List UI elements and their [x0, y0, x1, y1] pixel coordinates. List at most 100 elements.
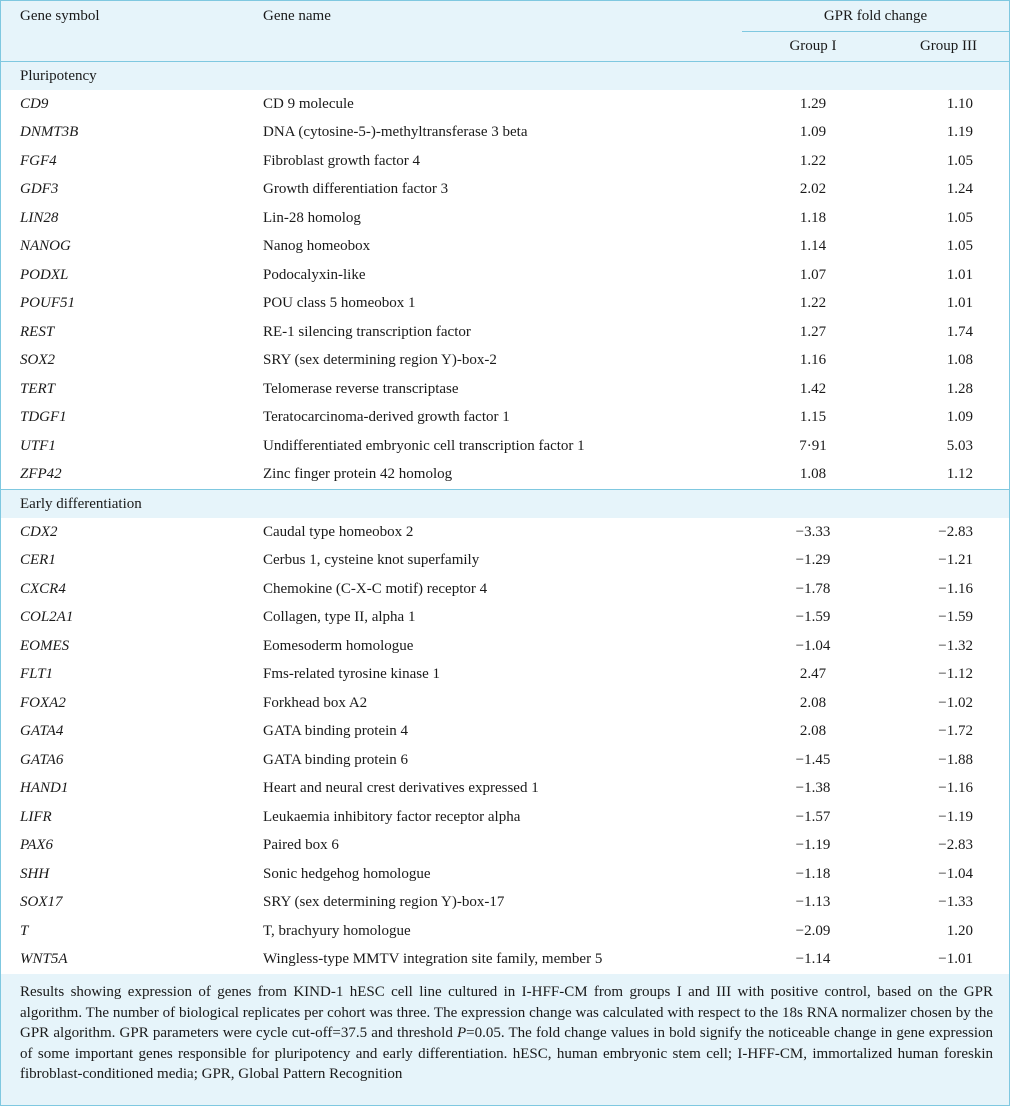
gene-name-cell: Growth differentiation factor 3	[244, 175, 742, 204]
gene-symbol-cell: GDF3	[1, 175, 244, 204]
group-3-value: 1.05	[876, 204, 1010, 233]
section-header-row: Pluripotency	[1, 61, 1010, 90]
section-title: Early differentiation	[1, 489, 1010, 518]
group-3-value: −1.33	[876, 888, 1010, 917]
group-3-value: 1.01	[876, 289, 1010, 318]
gene-symbol-cell: FOXA2	[1, 689, 244, 718]
gene-symbol-cell: COL2A1	[1, 603, 244, 632]
gene-name-cell: Teratocarcinoma-derived growth factor 1	[244, 403, 742, 432]
group-3-value: −1.88	[876, 746, 1010, 775]
group-1-value: 2.08	[742, 717, 876, 746]
gene-name-cell: SRY (sex determining region Y)-box-2	[244, 346, 742, 375]
header-gpr-fold-change: GPR fold change	[742, 1, 1010, 32]
gene-symbol-cell: ZFP42	[1, 460, 244, 490]
gene-name-cell: Lin-28 homolog	[244, 204, 742, 233]
group-3-value: −1.16	[876, 575, 1010, 604]
group-1-value: −1.57	[742, 803, 876, 832]
gene-name-cell: Collagen, type II, alpha 1	[244, 603, 742, 632]
group-1-value: −1.29	[742, 546, 876, 575]
table-row: LIN28 Lin-28 homolog 1.18 1.05	[1, 204, 1010, 233]
group-1-value: 1.14	[742, 232, 876, 261]
group-1-value: 1.18	[742, 204, 876, 233]
gene-name-cell: Caudal type homeobox 2	[244, 518, 742, 547]
gene-symbol-cell: EOMES	[1, 632, 244, 661]
group-1-value: 1.29	[742, 90, 876, 119]
gene-name-cell: GATA binding protein 6	[244, 746, 742, 775]
group-3-value: 1.12	[876, 460, 1010, 490]
group-3-value: 1.08	[876, 346, 1010, 375]
table-row: COL2A1 Collagen, type II, alpha 1 −1.59 −1.…	[1, 603, 1010, 632]
table-row: GATA6 GATA binding protein 6 −1.45 −1.88	[1, 746, 1010, 775]
table-row: TDGF1 Teratocarcinoma-derived growth fact…	[1, 403, 1010, 432]
group-1-value: −1.19	[742, 831, 876, 860]
group-1-value: 1.08	[742, 460, 876, 490]
table-row: NANOG Nanog homeobox 1.14 1.05	[1, 232, 1010, 261]
table-row: SOX17 SRY (sex determining region Y)-box-…	[1, 888, 1010, 917]
gene-name-cell: SRY (sex determining region Y)-box-17	[244, 888, 742, 917]
gene-name-cell: T, brachyury homologue	[244, 917, 742, 946]
group-3-value: 1.09	[876, 403, 1010, 432]
gene-symbol-cell: CDX2	[1, 518, 244, 547]
group-1-value: 1.09	[742, 118, 876, 147]
group-1-value: 7·91	[742, 432, 876, 461]
footnote-p-symbol: P	[456, 1025, 467, 1041]
gene-symbol-cell: CD9	[1, 90, 244, 119]
table-row: CXCR4 Chemokine (C-X-C motif) receptor 4 −…	[1, 575, 1010, 604]
gene-name-cell: Nanog homeobox	[244, 232, 742, 261]
group-1-value: −1.14	[742, 945, 876, 974]
group-1-value: −2.09	[742, 917, 876, 946]
gene-symbol-cell: FGF4	[1, 147, 244, 176]
gene-name-cell: CD 9 molecule	[244, 90, 742, 119]
group-3-value: 1.74	[876, 318, 1010, 347]
group-3-value: 1.24	[876, 175, 1010, 204]
table-row: PODXL Podocalyxin-like 1.07 1.01	[1, 261, 1010, 290]
gene-symbol-cell: TDGF1	[1, 403, 244, 432]
gene-name-cell: DNA (cytosine-5-)-methyltransferase 3 be…	[244, 118, 742, 147]
gene-symbol-cell: UTF1	[1, 432, 244, 461]
group-3-value: −1.59	[876, 603, 1010, 632]
group-1-value: 1.22	[742, 289, 876, 318]
group-3-value: −1.01	[876, 945, 1010, 974]
group-3-value: 1.10	[876, 90, 1010, 119]
group-1-value: −1.38	[742, 774, 876, 803]
group-3-value: −1.21	[876, 546, 1010, 575]
gene-symbol-cell: TERT	[1, 375, 244, 404]
gene-symbol-cell: HAND1	[1, 774, 244, 803]
group-1-value: 1.07	[742, 261, 876, 290]
gene-symbol-cell: SHH	[1, 860, 244, 889]
group-1-value: 2.08	[742, 689, 876, 718]
gene-symbol-cell: POUF51	[1, 289, 244, 318]
group-3-value: 1.28	[876, 375, 1010, 404]
table-body: Pluripotency CD9 CD 9 molecule 1.29 1.10 DNMT…	[1, 61, 1010, 974]
table-row: POUF51 POU class 5 homeobox 1 1.22 1.01	[1, 289, 1010, 318]
group-1-value: 1.15	[742, 403, 876, 432]
gene-symbol-cell: CXCR4	[1, 575, 244, 604]
gene-symbol-cell: CER1	[1, 546, 244, 575]
gene-symbol-cell: SOX17	[1, 888, 244, 917]
gene-name-cell: Chemokine (C-X-C motif) receptor 4	[244, 575, 742, 604]
gene-name-cell: Fibroblast growth factor 4	[244, 147, 742, 176]
gene-symbol-cell: PAX6	[1, 831, 244, 860]
table-row: CDX2 Caudal type homeobox 2 −3.33 −2.83	[1, 518, 1010, 547]
table-row: GATA4 GATA binding protein 4 2.08 −1.72	[1, 717, 1010, 746]
gene-name-cell: Sonic hedgehog homologue	[244, 860, 742, 889]
group-3-value: −1.04	[876, 860, 1010, 889]
footnote-text-1: Results showing expression of genes from…	[20, 984, 993, 1041]
group-3-value: −1.19	[876, 803, 1010, 832]
gene-name-cell: Heart and neural crest derivatives expre…	[244, 774, 742, 803]
gene-symbol-cell: GATA6	[1, 746, 244, 775]
table-row: CER1 Cerbus 1, cysteine knot superfamily −…	[1, 546, 1010, 575]
group-1-value: −1.59	[742, 603, 876, 632]
group-3-value: −2.83	[876, 831, 1010, 860]
gene-name-cell: Telomerase reverse transcriptase	[244, 375, 742, 404]
gene-symbol-cell: SOX2	[1, 346, 244, 375]
header-group-3: Group III	[876, 31, 1010, 62]
header-gene-symbol: Gene symbol	[1, 1, 244, 62]
group-1-value: −3.33	[742, 518, 876, 547]
gene-name-cell: POU class 5 homeobox 1	[244, 289, 742, 318]
group-1-value: 1.16	[742, 346, 876, 375]
group-3-value: −1.32	[876, 632, 1010, 661]
gene-symbol-cell: REST	[1, 318, 244, 347]
group-3-value: 1.20	[876, 917, 1010, 946]
group-3-value: −1.72	[876, 717, 1010, 746]
